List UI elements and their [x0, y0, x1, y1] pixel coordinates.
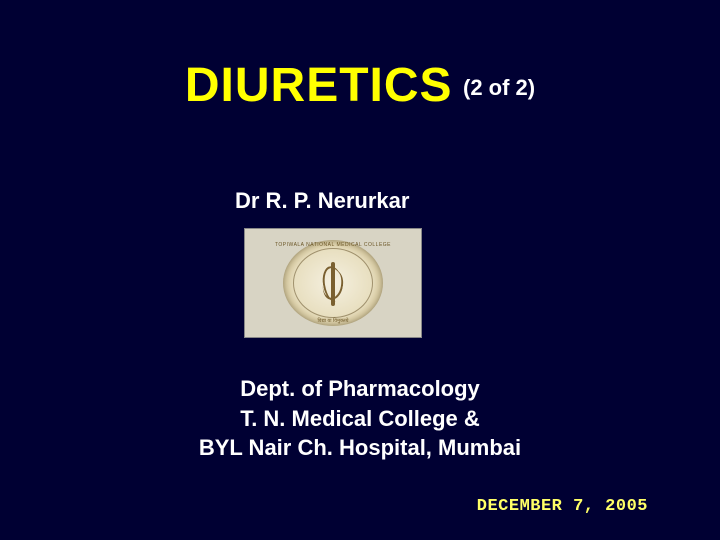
slide-date: DECEMBER 7, 2005 — [477, 497, 648, 516]
slide-title: DIURETICS — [185, 59, 453, 112]
seal-text-top: TOPIWALA NATIONAL MEDICAL COLLEGE — [273, 242, 393, 248]
seal-text-bottom: विद्या या विमुक्तये — [273, 318, 393, 324]
affiliation-line-2: T. N. Medical College & — [0, 404, 720, 434]
author-name: Dr R. P. Nerurkar — [235, 188, 409, 214]
affiliation-line-1: Dept. of Pharmacology — [0, 374, 720, 404]
affiliation-line-3: BYL Nair Ch. Hospital, Mumbai — [0, 433, 720, 463]
affiliation-block: Dept. of Pharmacology T. N. Medical Coll… — [0, 374, 720, 463]
seal-icon: TOPIWALA NATIONAL MEDICAL COLLEGE विद्या… — [273, 240, 393, 326]
institution-logo: TOPIWALA NATIONAL MEDICAL COLLEGE विद्या… — [244, 228, 422, 338]
title-row: DIURETICS (2 of 2) — [0, 58, 720, 113]
slide-part-indicator: (2 of 2) — [463, 75, 535, 100]
